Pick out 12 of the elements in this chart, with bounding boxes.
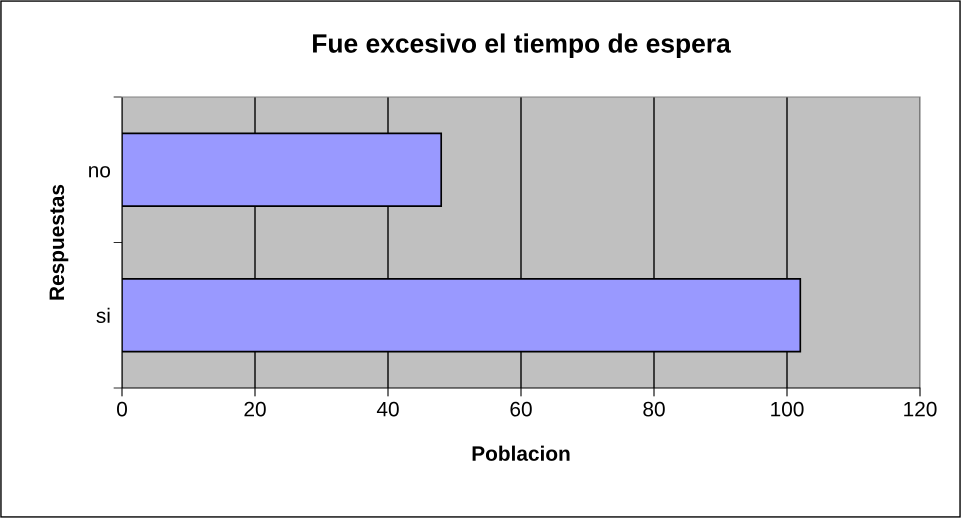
- chart-title: Fue excesivo el tiempo de espera: [313, 33, 731, 58]
- x-tick-label: 40: [376, 402, 399, 416]
- x-tick-label: 20: [244, 402, 266, 416]
- x-axis-title: Poblacion: [472, 446, 570, 461]
- x-tick-label: 80: [643, 402, 665, 416]
- x-tick-label: 0: [117, 402, 127, 416]
- y-axis-title: Respuestas: [50, 184, 68, 300]
- x-tick-label: 100: [771, 402, 804, 416]
- y-tick-label: no: [89, 166, 110, 178]
- x-tick-label: 120: [904, 402, 937, 416]
- x-tick-label: 60: [510, 402, 532, 416]
- y-tick-label: si: [96, 308, 110, 324]
